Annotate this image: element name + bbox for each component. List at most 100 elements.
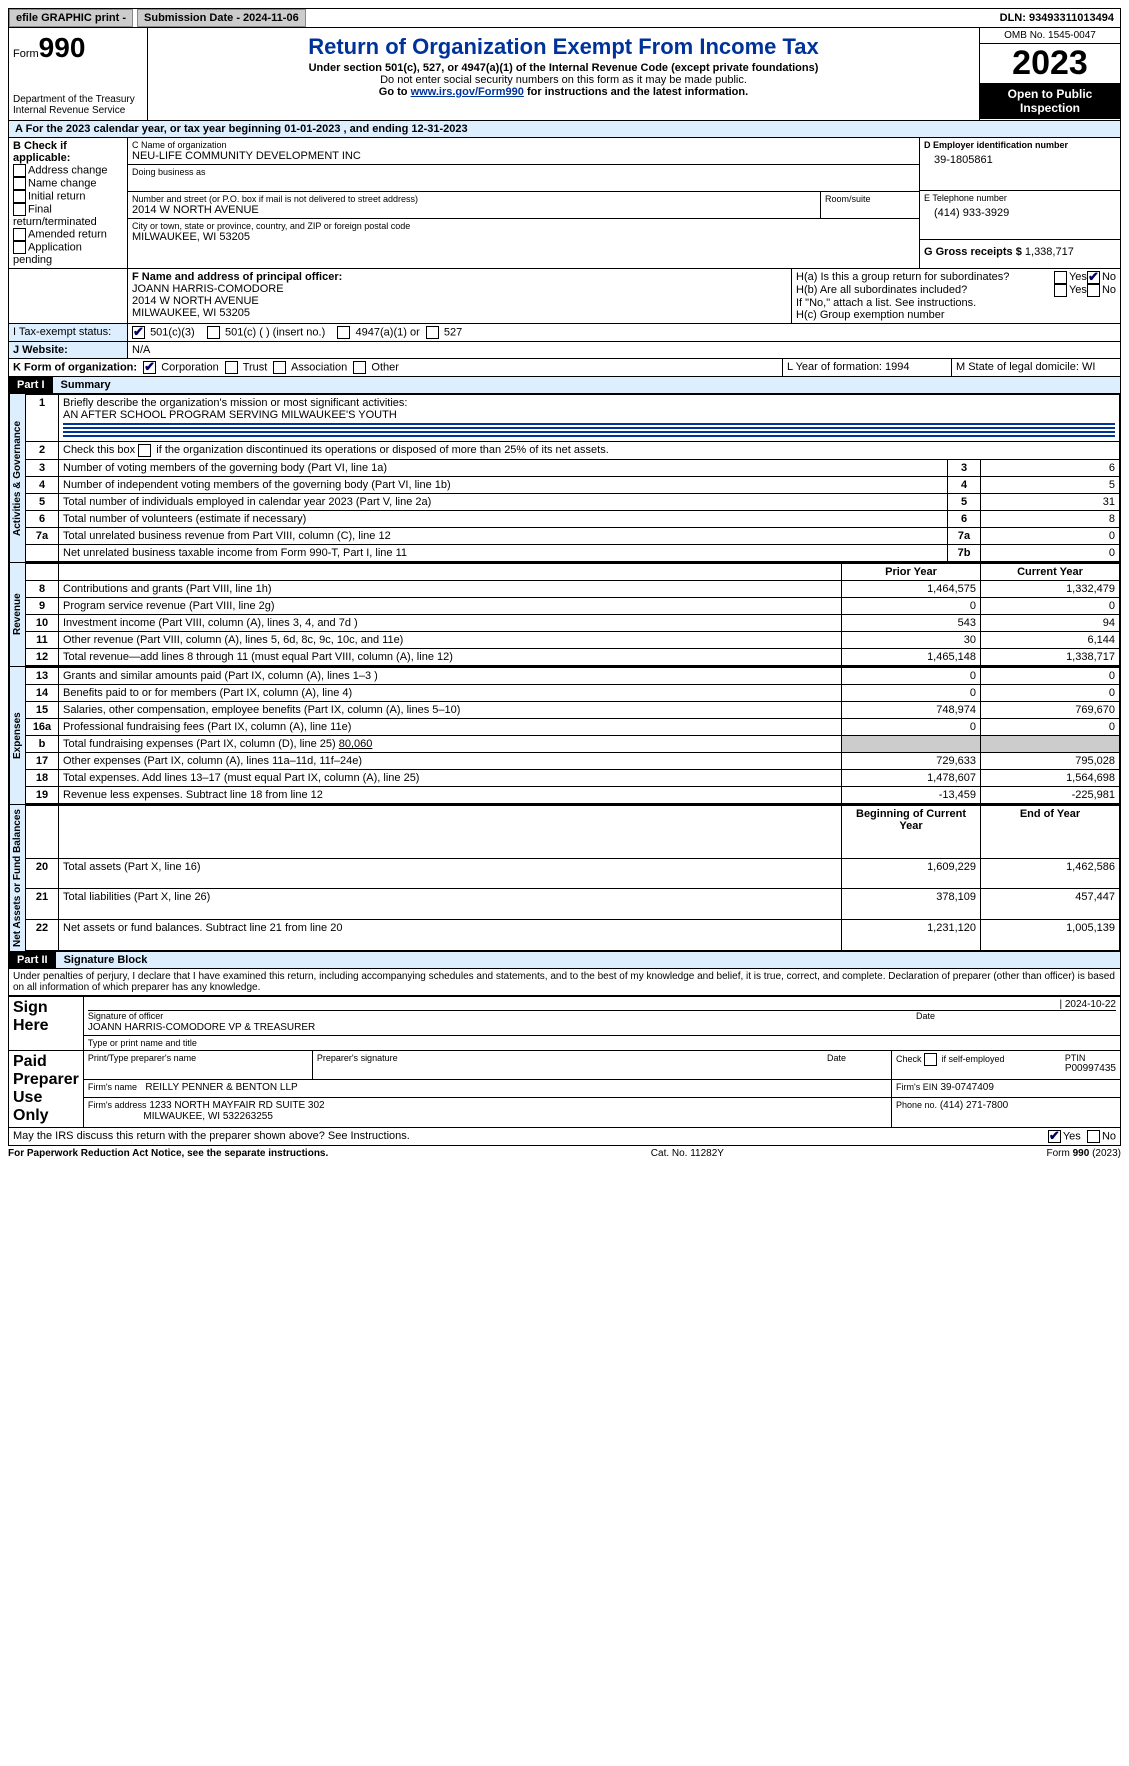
sect-revenue: Revenue Prior YearCurrent Year 8Contribu… xyxy=(8,563,1121,667)
prep-date-label: Date xyxy=(827,1053,887,1063)
l2-text: Check this box if the organization disco… xyxy=(63,444,609,456)
firm-addr2: MILWAUKEE, WI 532263255 xyxy=(143,1111,273,1122)
subtitle-1: Under section 501(c), 527, or 4947(a)(1)… xyxy=(152,62,975,74)
c17: 795,028 xyxy=(981,753,1120,770)
line-a: A For the 2023 calendar year, or tax yea… xyxy=(8,121,1121,138)
ha-no[interactable] xyxy=(1087,271,1100,284)
name-change-check[interactable] xyxy=(13,177,26,190)
line-klm: K Form of organization: Corporation Trus… xyxy=(8,359,1121,377)
other-check[interactable] xyxy=(353,361,366,374)
l16a: Professional fundraising fees (Part IX, … xyxy=(59,719,842,736)
prep-sig-label: Preparer's signature xyxy=(317,1053,827,1063)
open-public-badge: Open to Public Inspection xyxy=(980,83,1120,119)
trust-check[interactable] xyxy=(225,361,238,374)
other-label: Other xyxy=(371,361,399,373)
discuss-no[interactable] xyxy=(1087,1130,1100,1143)
self-emp-check[interactable] xyxy=(924,1053,937,1066)
addr-change-check[interactable] xyxy=(13,164,26,177)
l17: Other expenses (Part IX, column (A), lin… xyxy=(59,753,842,770)
l7a-label: Total unrelated business revenue from Pa… xyxy=(59,528,948,545)
ha-label: H(a) Is this a group return for subordin… xyxy=(796,271,1054,284)
prep-name-label: Print/Type preparer's name xyxy=(83,1051,312,1080)
c20: 1,462,586 xyxy=(981,858,1120,889)
corp-check[interactable] xyxy=(143,361,156,374)
city-label: City or town, state or province, country… xyxy=(132,221,915,231)
website-value: N/A xyxy=(128,342,1120,358)
footer-left: For Paperwork Reduction Act Notice, see … xyxy=(8,1148,328,1159)
form-number: 990 xyxy=(39,32,86,63)
p17: 729,633 xyxy=(842,753,981,770)
assoc-check[interactable] xyxy=(273,361,286,374)
discuss-no-label: No xyxy=(1102,1130,1116,1142)
line-j: J Website: N/A xyxy=(8,342,1121,359)
hb-note: If "No," attach a list. See instructions… xyxy=(796,297,1116,309)
501c3-check[interactable] xyxy=(132,326,145,339)
c13: 0 xyxy=(981,668,1120,685)
l12: Total revenue—add lines 8 through 11 (mu… xyxy=(59,649,842,666)
omb-number: OMB No. 1545-0047 xyxy=(980,28,1120,44)
c9: 0 xyxy=(981,598,1120,615)
l3-label: Number of voting members of the governin… xyxy=(59,460,948,477)
p13: 0 xyxy=(842,668,981,685)
vert-activities: Activities & Governance xyxy=(9,394,25,562)
final-return-check[interactable] xyxy=(13,203,26,216)
sect-activities: Activities & Governance 1 Briefly descri… xyxy=(8,394,1121,563)
firm-phone: (414) 271-7800 xyxy=(940,1100,1008,1111)
l11: Other revenue (Part VIII, column (A), li… xyxy=(59,632,842,649)
officer-addr1: 2014 W NORTH AVENUE xyxy=(132,295,787,307)
phone-value: (414) 933-3929 xyxy=(924,203,1116,223)
4947-label: 4947(a)(1) or xyxy=(356,326,420,338)
p18: 1,478,607 xyxy=(842,770,981,787)
ha-yes[interactable] xyxy=(1054,271,1067,284)
topbar: efile GRAPHIC print - Submission Date - … xyxy=(8,8,1121,28)
p20: 1,609,229 xyxy=(842,858,981,889)
trust-label: Trust xyxy=(243,361,268,373)
initial-return-check[interactable] xyxy=(13,190,26,203)
phone-label: E Telephone number xyxy=(924,193,1116,203)
part1-title: Summary xyxy=(53,377,1120,393)
part1-label: Part I xyxy=(9,377,53,393)
l2-check[interactable] xyxy=(138,444,151,457)
paid-preparer: Paid Preparer Use Only xyxy=(9,1051,84,1128)
vert-revenue: Revenue xyxy=(9,563,25,666)
page-footer: For Paperwork Reduction Act Notice, see … xyxy=(8,1146,1121,1159)
sect-netassets: Net Assets or Fund Balances Beginning of… xyxy=(8,805,1121,952)
assoc-label: Association xyxy=(291,361,347,373)
part2-label: Part II xyxy=(9,952,56,968)
signature-table: Sign Here | 2024-10-22 Signature of offi… xyxy=(8,996,1121,1128)
discuss-yes[interactable] xyxy=(1048,1130,1061,1143)
sig-date: 2024-10-22 xyxy=(1065,999,1116,1010)
4947-check[interactable] xyxy=(337,326,350,339)
p22: 1,231,120 xyxy=(842,920,981,951)
amended-check[interactable] xyxy=(13,228,26,241)
ptin-val: P00997435 xyxy=(1065,1063,1116,1074)
501c-check[interactable] xyxy=(207,326,220,339)
col-prior: Prior Year xyxy=(842,564,981,581)
discuss-label: May the IRS discuss this return with the… xyxy=(13,1130,1048,1143)
l6-label: Total number of volunteers (estimate if … xyxy=(59,511,948,528)
name-change-label: Name change xyxy=(28,177,97,189)
p12: 1,465,148 xyxy=(842,649,981,666)
f-h-block: F Name and address of principal officer:… xyxy=(8,269,1121,324)
527-check[interactable] xyxy=(426,326,439,339)
hb-no[interactable] xyxy=(1087,284,1100,297)
efile-print-button[interactable]: efile GRAPHIC print - xyxy=(9,9,133,27)
officer-addr2: MILWAUKEE, WI 53205 xyxy=(132,307,787,319)
line-i: I Tax-exempt status: 501(c)(3) 501(c) ( … xyxy=(8,324,1121,342)
c8: 1,332,479 xyxy=(981,581,1120,598)
p19: -13,459 xyxy=(842,787,981,804)
discuss-row: May the IRS discuss this return with the… xyxy=(8,1128,1121,1146)
irs-link[interactable]: www.irs.gov/Form990 xyxy=(411,86,524,98)
l7b-label: Net unrelated business taxable income fr… xyxy=(59,545,948,562)
hb-yes[interactable] xyxy=(1054,284,1067,297)
sect-expenses: Expenses 13Grants and similar amounts pa… xyxy=(8,667,1121,805)
col-curr: Current Year xyxy=(981,564,1120,581)
firm-name: REILLY PENNER & BENTON LLP xyxy=(145,1082,297,1093)
box-b-title: B Check if applicable: xyxy=(13,140,123,164)
app-pending-check[interactable] xyxy=(13,241,26,254)
form-header: Form990 Department of the Treasury Inter… xyxy=(8,28,1121,121)
501c3-label: 501(c)(3) xyxy=(150,326,195,338)
l5-label: Total number of individuals employed in … xyxy=(59,494,948,511)
footer-right-post: (2023) xyxy=(1089,1148,1121,1159)
l18: Total expenses. Add lines 13–17 (must eq… xyxy=(59,770,842,787)
